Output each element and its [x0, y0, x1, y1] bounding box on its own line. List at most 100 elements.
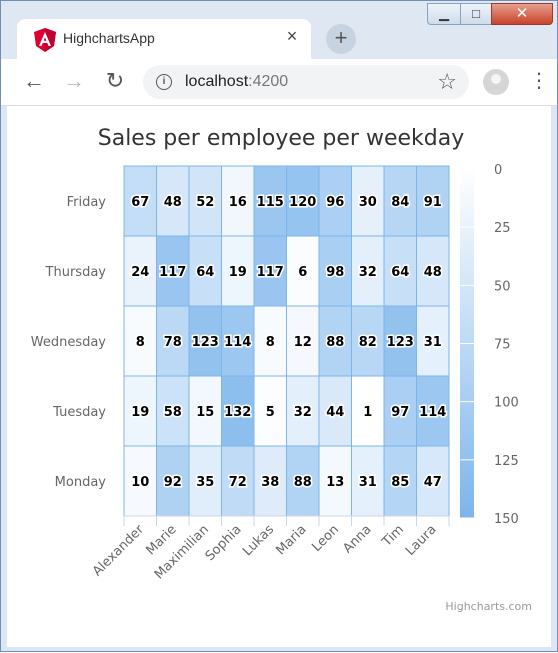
data-label: 115	[257, 195, 284, 210]
data-label: 72	[229, 475, 247, 490]
data-label: 48	[164, 195, 182, 210]
url-text[interactable]: localhost:4200	[185, 73, 288, 91]
heatmap-cell[interactable]	[156, 235, 190, 307]
x-axis-label: Leon	[309, 522, 342, 555]
x-axis-label: Lukas	[240, 522, 277, 559]
data-label: 30	[359, 195, 377, 210]
minimize-icon: ▁	[439, 6, 449, 21]
data-label: 117	[159, 265, 186, 280]
heatmap-cell[interactable]	[416, 165, 450, 237]
close-window-button[interactable]: ✕	[491, 3, 553, 25]
legend-label: 25	[494, 221, 511, 236]
data-label: 120	[289, 195, 316, 210]
x-axis-label: Alexander	[90, 522, 148, 580]
data-label: 48	[424, 265, 442, 280]
data-label: 5	[266, 405, 275, 420]
data-label: 132	[224, 405, 251, 420]
browser-toolbar: ← → ↻ i localhost:4200 ☆ ⋮	[1, 59, 557, 106]
heatmap-cell[interactable]	[318, 375, 352, 447]
profile-avatar[interactable]	[483, 69, 509, 95]
new-tab-button[interactable]: +	[326, 24, 356, 54]
y-axis: Monday Tuesday Wednesday Thursday Friday	[31, 195, 107, 490]
heatmap-cell[interactable]	[318, 305, 352, 377]
data-label: 8	[136, 335, 145, 350]
heatmap-cell[interactable]	[318, 165, 352, 237]
data-label: 38	[261, 475, 279, 490]
heatmap-cell[interactable]	[416, 235, 450, 307]
heatmap-cell[interactable]	[318, 445, 352, 517]
heatmap-cell[interactable]	[156, 375, 190, 447]
y-axis-label: Friday	[67, 195, 107, 210]
maximize-button[interactable]: □	[460, 3, 492, 25]
browser-tab[interactable]: HighchartsApp ×	[17, 19, 311, 59]
data-label: 15	[196, 405, 214, 420]
heatmap-cell[interactable]	[416, 375, 450, 447]
legend-label: 75	[494, 338, 511, 353]
data-label: 114	[224, 335, 251, 350]
heatmap-cell[interactable]	[188, 375, 222, 447]
angular-icon	[34, 28, 56, 52]
data-label: 19	[229, 265, 247, 280]
reload-button[interactable]: ↻	[105, 68, 125, 93]
data-label: 114	[419, 405, 446, 420]
heatmap-cell[interactable]	[123, 235, 157, 307]
data-label: 85	[391, 475, 409, 490]
data-label: 67	[131, 195, 149, 210]
heatmap-cell[interactable]	[253, 375, 287, 447]
heatmap-cell[interactable]	[123, 165, 157, 237]
heatmap-cell[interactable]	[221, 375, 255, 447]
heatmap-cell[interactable]	[383, 165, 417, 237]
data-label: 123	[192, 335, 219, 350]
data-label: 78	[164, 335, 182, 350]
data-label: 97	[391, 405, 409, 420]
legend-label: 150	[494, 512, 519, 527]
data-label: 88	[294, 475, 312, 490]
data-label: 91	[424, 195, 442, 210]
data-label: 64	[196, 265, 214, 280]
heatmap-cell[interactable]	[221, 305, 255, 377]
heatmap-cell[interactable]	[351, 375, 385, 447]
legend-label: 50	[494, 279, 511, 294]
data-label: 1	[363, 405, 372, 420]
heatmap-cell[interactable]	[416, 305, 450, 377]
heatmap-cell[interactable]	[351, 235, 385, 307]
data-label: 31	[359, 475, 377, 490]
heatmap-cell[interactable]	[286, 375, 320, 447]
tab-close-icon[interactable]: ×	[286, 26, 298, 46]
heatmap-cell[interactable]	[253, 305, 287, 377]
data-label: 117	[257, 265, 284, 280]
heatmap-cell[interactable]	[383, 305, 417, 377]
heatmap-cell[interactable]	[286, 235, 320, 307]
heatmap-cell[interactable]	[351, 445, 385, 517]
bookmark-star-icon[interactable]: ☆	[437, 69, 457, 94]
back-button[interactable]: ←	[23, 68, 45, 93]
info-icon[interactable]: i	[156, 74, 172, 90]
data-label: 47	[424, 475, 442, 490]
address-bar[interactable]: i localhost:4200 ☆	[143, 65, 469, 99]
data-label: 98	[326, 265, 344, 280]
data-label: 84	[391, 195, 409, 210]
heatmap-cell[interactable]	[221, 165, 255, 237]
data-label: 19	[131, 405, 149, 420]
heatmap-cell[interactable]	[123, 445, 157, 517]
chart-title: Sales per employee per weekday	[98, 126, 464, 151]
heatmap-cell[interactable]	[123, 375, 157, 447]
data-label: 13	[326, 475, 344, 490]
page-content: Sales per employee per weekday 10 19 8 24 67…	[7, 106, 551, 647]
heatmap-cell[interactable]	[286, 305, 320, 377]
color-legend: 0 25 50 75 100 125 150	[460, 163, 519, 527]
credits-link[interactable]: Highcharts.com	[445, 600, 532, 613]
y-axis-label: Thursday	[45, 265, 107, 280]
data-label: 123	[387, 335, 414, 350]
data-label: 12	[294, 335, 312, 350]
heatmap-cell[interactable]	[188, 305, 222, 377]
data-label: 44	[326, 405, 344, 420]
x-axis: AlexanderMarieMaximilianSophiaLukasMaria…	[90, 515, 450, 582]
heatmap-cell[interactable]	[156, 305, 190, 377]
forward-button[interactable]: →	[63, 68, 85, 93]
x-axis-label: Anna	[340, 522, 374, 556]
heatmap-cell[interactable]	[188, 165, 222, 237]
x-axis-label: Sophia	[203, 522, 245, 564]
legend-label: 0	[494, 163, 502, 178]
